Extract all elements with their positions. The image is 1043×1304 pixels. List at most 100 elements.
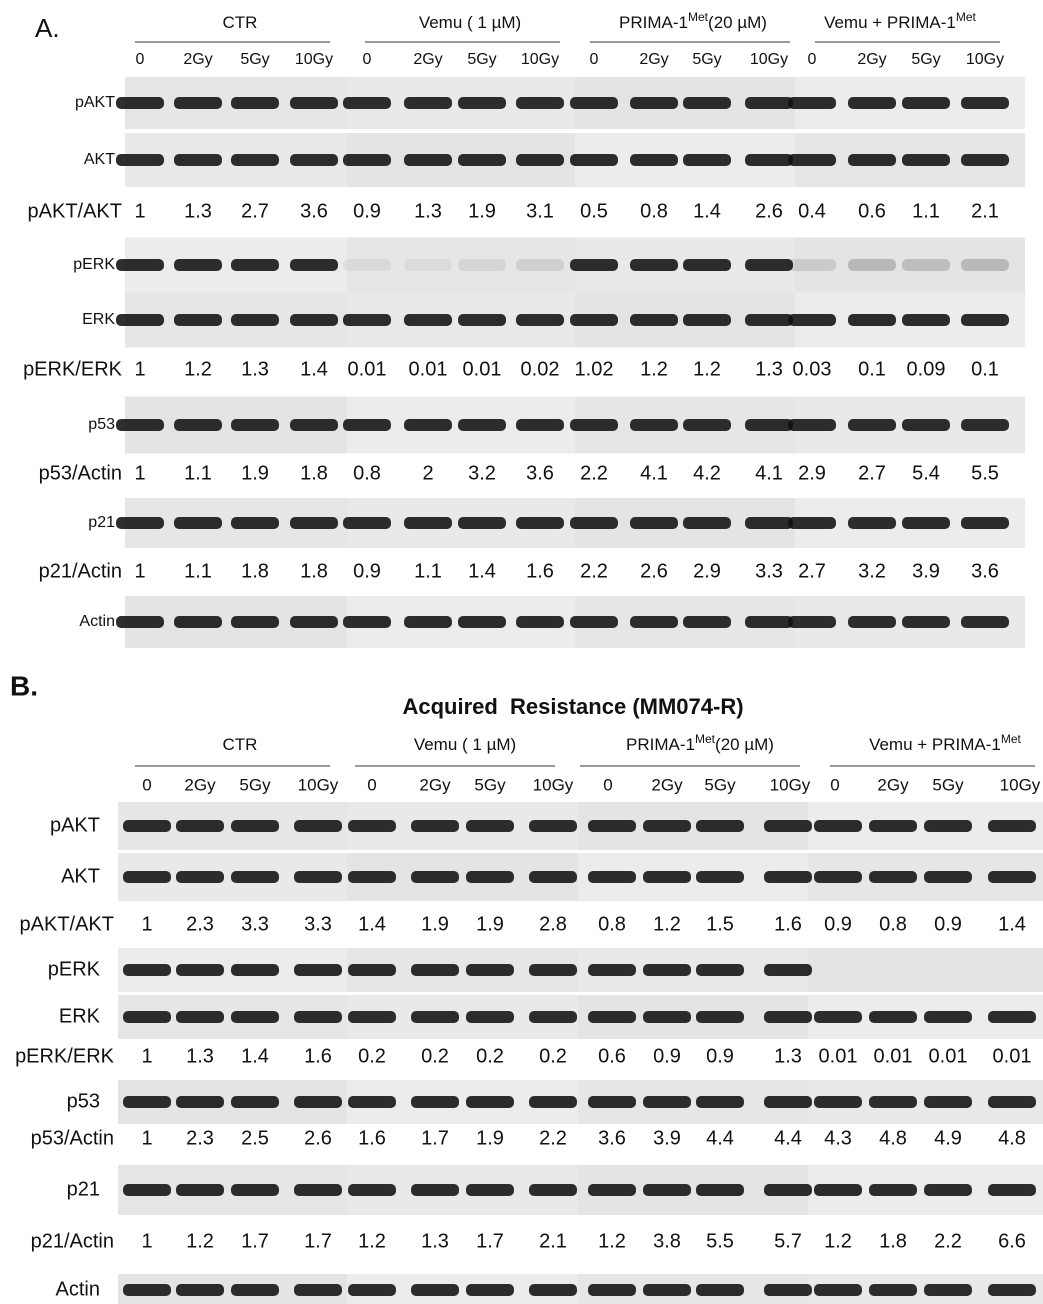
band — [123, 820, 171, 832]
ratio-value: 3.6 — [598, 1127, 626, 1149]
band — [814, 1096, 862, 1108]
band — [764, 1011, 812, 1023]
panel-title: Acquired Resistance (MM074-R) — [402, 694, 743, 719]
ratio-value: 1.3 — [241, 358, 269, 380]
ratio-value: 4.2 — [693, 462, 721, 484]
band — [516, 314, 564, 326]
ratio-value: 1 — [134, 358, 145, 380]
ratio-value: 2.2 — [539, 1127, 567, 1149]
ratio-value: 1.9 — [468, 200, 496, 222]
band — [683, 97, 731, 109]
band — [458, 314, 506, 326]
ratio-value: 1.9 — [421, 913, 449, 935]
group-name: PRIMA-1 — [626, 735, 695, 754]
ratio-value: 2.2 — [580, 462, 608, 484]
band — [683, 259, 731, 271]
dose-label: 2Gy — [419, 775, 451, 794]
ratio-value: 3.9 — [912, 560, 940, 582]
band — [231, 820, 279, 832]
band — [745, 97, 793, 109]
ratio-value: 0.01 — [819, 1045, 858, 1067]
band — [231, 871, 279, 883]
band — [466, 871, 514, 883]
band — [683, 419, 731, 431]
band — [343, 97, 391, 109]
ratio-value: 1.8 — [879, 1230, 907, 1252]
ratio-value: 2.3 — [186, 913, 214, 935]
dose-label: 10Gy — [770, 775, 811, 794]
band — [683, 616, 731, 628]
dose-label: 10Gy — [750, 51, 788, 68]
band — [588, 1184, 636, 1196]
ratio-value: 1.5 — [706, 913, 734, 935]
band — [516, 154, 564, 166]
ratio-value: 4.3 — [824, 1127, 852, 1149]
band — [458, 419, 506, 431]
dose-label: 10Gy — [298, 775, 339, 794]
ratio-value: 5.4 — [912, 462, 940, 484]
ratio-value: 1 — [134, 200, 145, 222]
ratio-value: 0.01 — [463, 358, 502, 380]
blot-label: pERK — [48, 958, 101, 980]
blot-label: Actin — [56, 1278, 100, 1300]
band — [869, 871, 917, 883]
band — [902, 616, 950, 628]
band — [174, 419, 222, 431]
band — [174, 259, 222, 271]
blot-label: pERK — [73, 256, 115, 273]
ratio-value: 1.4 — [468, 560, 496, 582]
band — [588, 964, 636, 976]
ratio-value: 3.8 — [653, 1230, 681, 1252]
band — [123, 1011, 171, 1023]
ratio-value: 1 — [141, 1230, 152, 1252]
band — [529, 1284, 577, 1296]
band — [696, 964, 744, 976]
band — [814, 1011, 862, 1023]
dose-label: 10Gy — [533, 775, 574, 794]
band — [696, 1184, 744, 1196]
band — [116, 314, 164, 326]
band — [745, 154, 793, 166]
group-name: Vemu ( 1 µM) — [419, 13, 521, 32]
dose-label: 0 — [142, 775, 151, 794]
band — [174, 154, 222, 166]
ratio-value: 1.6 — [358, 1127, 386, 1149]
band — [570, 97, 618, 109]
ratio-value: 4.8 — [998, 1127, 1026, 1149]
band — [764, 820, 812, 832]
band — [529, 871, 577, 883]
band — [924, 1184, 972, 1196]
ratio-label: p53/Actin — [31, 1127, 114, 1149]
band — [630, 419, 678, 431]
band — [404, 154, 452, 166]
band — [902, 419, 950, 431]
dose-label: 0 — [367, 775, 376, 794]
dose-label: 0 — [603, 775, 612, 794]
band — [764, 964, 812, 976]
band — [294, 1284, 342, 1296]
band — [570, 314, 618, 326]
dose-label: 5Gy — [239, 775, 271, 794]
band — [348, 964, 396, 976]
panel: A. CTR 0 2Gy 5Gy 10Gy Vemu ( 1 µM) 0 2Gy 5Gy 10Gy P… — [23, 10, 1025, 648]
dose-label: 0 — [590, 51, 599, 68]
band — [988, 871, 1036, 883]
ratio-value: 1.3 — [774, 1045, 802, 1067]
band — [516, 517, 564, 529]
ratio-value: 0.8 — [353, 462, 381, 484]
group-header: Vemu ( 1 µM) — [419, 13, 521, 32]
group-header: Vemu + PRIMA-1Met — [824, 10, 976, 32]
ratio-value: 1.3 — [184, 200, 212, 222]
band — [411, 1284, 459, 1296]
band — [516, 259, 564, 271]
band — [116, 259, 164, 271]
dose-label: 5Gy — [704, 775, 736, 794]
band — [848, 154, 896, 166]
band — [814, 820, 862, 832]
band — [290, 616, 338, 628]
ratio-value: 4.1 — [640, 462, 668, 484]
band — [643, 1011, 691, 1023]
band — [176, 964, 224, 976]
band — [348, 1284, 396, 1296]
blot-label: ERK — [82, 311, 115, 328]
